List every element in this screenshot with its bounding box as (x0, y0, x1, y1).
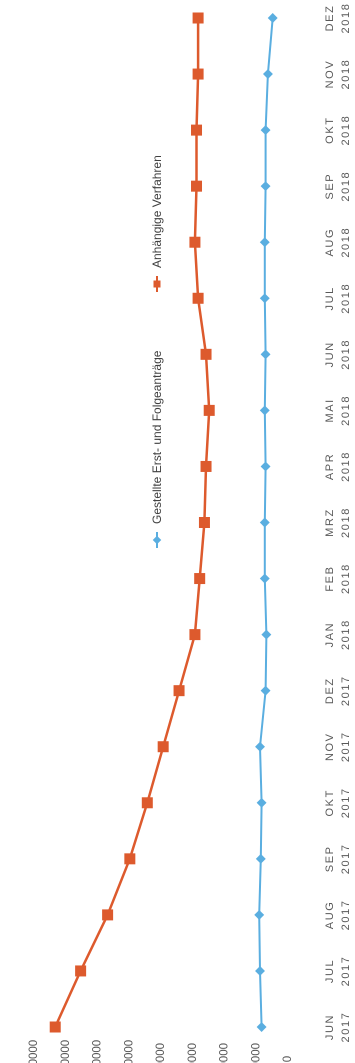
y-tick-label: 120000 (92, 1040, 104, 1063)
series-0-point (255, 965, 265, 976)
legend-item-1: Anhängige Verfahren (150, 155, 164, 292)
series-1-point (141, 797, 153, 809)
series-1-point (189, 236, 201, 248)
series-1-point (49, 1021, 61, 1033)
legend-label-1: Anhängige Verfahren (150, 155, 164, 268)
x-tick-label: DEZ (324, 677, 336, 704)
x-tick-label: SEP (324, 845, 336, 872)
series-1-point (194, 573, 206, 585)
x-tick-label: 2017 (340, 1012, 352, 1043)
y-tick-label: 0 (282, 1056, 294, 1062)
x-tick-label: 2018 (340, 563, 352, 594)
x-tick-label: 2018 (340, 395, 352, 426)
series-1-point (192, 68, 204, 80)
x-tick-label: JUL (324, 959, 336, 983)
series-0-point (261, 629, 272, 640)
x-tick-label: 2017 (340, 675, 352, 706)
x-tick-label: 2017 (340, 956, 352, 987)
series-1-point (200, 348, 212, 360)
series-0-point (259, 405, 270, 416)
x-tick-label: SEP (324, 173, 336, 200)
legend: Gestellte Erst- und Folgeanträge Anhängi… (150, 155, 164, 548)
series-0-point (259, 237, 270, 248)
series-0-point (260, 461, 271, 472)
x-tick-label: NOV (324, 732, 336, 761)
series-1-point (75, 965, 87, 977)
series-0-point (259, 517, 270, 528)
series-1-point (203, 404, 215, 416)
x-tick-label: OKT (324, 789, 336, 816)
x-tick-label: 2018 (340, 227, 352, 258)
x-tick-label: APR (324, 453, 336, 480)
legend-item-0: Gestellte Erst- und Folgeanträge (150, 350, 164, 548)
x-tick-label: OKT (324, 116, 336, 143)
legend-label-0: Gestellte Erst- und Folgeanträge (150, 350, 164, 524)
series-0-point (254, 909, 265, 920)
x-tick-label: 2018 (340, 3, 352, 34)
x-tick-label: NOV (324, 60, 336, 89)
x-tick-label: AUG (324, 228, 336, 257)
series-1-point (192, 292, 204, 304)
legend-marker-1 (153, 280, 161, 288)
series-0-point (259, 573, 270, 584)
y-axis: 0 20000 40000 60000 80000 100000 120000 140000 1… (28, 1040, 294, 1063)
series-0-point (255, 853, 266, 864)
series-layer (49, 12, 278, 1033)
series-1-point (189, 629, 201, 641)
series-1-point (198, 517, 210, 528)
series-0-point (263, 69, 273, 80)
y-tick-label: 40000 (219, 1043, 231, 1063)
series-0-point (256, 797, 267, 808)
x-tick-label: JUL (324, 286, 336, 310)
x-tick-label: JUN (324, 341, 336, 367)
series-1-point (102, 909, 114, 921)
series-0-point (260, 125, 271, 136)
x-tick-label: 2017 (340, 899, 352, 930)
series-0-point (256, 1022, 267, 1032)
series-0-point (255, 741, 265, 752)
x-tick-label: JAN (324, 622, 336, 648)
x-tick-label: 2018 (340, 59, 352, 90)
series-line-1 (54, 18, 211, 1028)
y-tick-label: 100000 (123, 1040, 135, 1063)
series-0-point (260, 685, 271, 696)
x-tick-label: 2018 (340, 115, 352, 146)
x-tick-label: JUN (324, 1014, 336, 1040)
series-0-point (260, 181, 271, 192)
x-tick-label: FEB (324, 565, 336, 591)
series-0-point (260, 349, 271, 360)
y-tick-label: 140000 (60, 1040, 72, 1063)
x-tick-label: AUG (324, 901, 336, 930)
y-tick-label: 20000 (250, 1043, 262, 1063)
series-1-point (173, 685, 185, 697)
x-tick-label: 2018 (340, 451, 352, 482)
series-1-point (157, 741, 169, 753)
x-axis: JUN 2017 JUL 2017 AUG 2017 SEP 2017 OKT 2017 NOV 20… (324, 3, 352, 1043)
series-1-point (191, 124, 203, 136)
x-tick-label: 2018 (340, 171, 352, 202)
x-tick-label: 2017 (340, 843, 352, 874)
y-tick-label: 160000 (28, 1040, 40, 1063)
series-0-point (259, 293, 270, 304)
x-tick-label: MAI (324, 398, 336, 422)
x-tick-label: 2017 (340, 787, 352, 818)
x-tick-label: 2018 (340, 507, 352, 538)
x-tick-label: 2017 (340, 731, 352, 762)
y-tick-label: 80000 (155, 1043, 167, 1063)
y-tick-label: 60000 (187, 1043, 199, 1063)
series-0-point (267, 13, 278, 23)
x-tick-label: 2018 (340, 339, 352, 370)
series-1-point (200, 460, 212, 472)
x-tick-label: MRZ (324, 508, 336, 537)
series-1-point (192, 12, 204, 24)
x-tick-label: DEZ (324, 5, 336, 32)
series-1-point (191, 180, 203, 192)
x-tick-label: 2018 (340, 283, 352, 314)
x-tick-label: 2018 (340, 619, 352, 650)
legend-marker-0 (152, 535, 162, 545)
series-1-point (124, 853, 136, 865)
